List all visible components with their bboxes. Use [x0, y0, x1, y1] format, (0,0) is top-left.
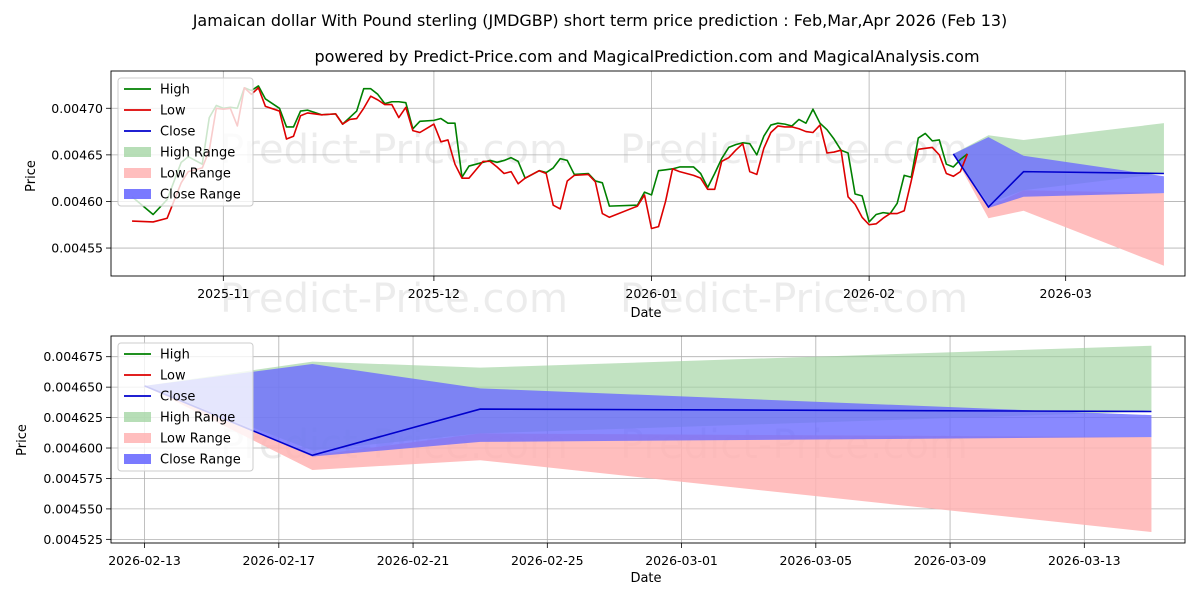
- x-tick-label: 2026-03-01: [645, 553, 718, 568]
- x-tick-label: 2026-03-13: [1048, 553, 1121, 568]
- legend-swatch: [124, 412, 151, 422]
- bottom-chart-panel: Predict-Price.com Predict-Price.com 2026…: [15, 335, 1186, 586]
- legend-box: [117, 342, 254, 472]
- high-series-line: [131, 85, 968, 223]
- legend-label: Close: [160, 125, 195, 140]
- x-tick-label: 2026-02: [843, 286, 895, 301]
- legend-label: Close Range: [160, 188, 241, 203]
- x-tick-label: 2026-03-09: [914, 553, 987, 568]
- x-tick-label: 2026-01: [625, 286, 677, 301]
- x-tick-label: 2026-02-21: [377, 553, 450, 568]
- low-range-band: [953, 153, 1164, 266]
- x-tick-label: 2025-11: [197, 286, 249, 301]
- bottom-axes-frame: [110, 335, 1186, 544]
- y-tick-label: 0.00470: [51, 101, 103, 116]
- x-tick-label: 2026-02-13: [108, 553, 181, 568]
- legend-label: Low: [160, 369, 186, 384]
- legend-swatch: [124, 147, 151, 157]
- y-tick-label: 0.004550: [43, 501, 103, 516]
- legend-swatch: [124, 454, 151, 464]
- legend-label: High Range: [160, 146, 235, 161]
- legend-label: High: [160, 348, 190, 363]
- y-tick-label: 0.004625: [43, 410, 103, 425]
- y-tick-label: 0.004650: [43, 380, 103, 395]
- top-plot-area: 2025-11 2025-12 2026-01 2026-02 2026-03 0.004…: [51, 70, 1186, 301]
- legend-label: High: [160, 83, 190, 98]
- bottom-x-axis-label: Date: [630, 571, 661, 586]
- top-x-axis-label: Date: [630, 306, 661, 321]
- y-tick-label: 0.00460: [51, 194, 103, 209]
- y-tick-label: 0.004525: [43, 532, 103, 547]
- legend-label: Low Range: [160, 167, 231, 182]
- legend-label: Close: [160, 390, 195, 405]
- chart-title: Jamaican dollar With Pound sterling (JMD…: [192, 11, 1008, 30]
- chart-subtitle: powered by Predict-Price.com and Magical…: [314, 47, 979, 66]
- x-tick-label: 2026-03: [1040, 286, 1092, 301]
- y-tick-label: 0.004675: [43, 349, 103, 364]
- top-axes-frame: [110, 70, 1186, 277]
- x-tick-label: 2026-02-25: [511, 553, 584, 568]
- close-series-line: [952, 153, 1164, 209]
- x-tick-label: 2025-12: [408, 286, 460, 301]
- low-range-band: [144, 385, 1152, 533]
- legend-label: Low Range: [160, 432, 231, 447]
- legend-label: Close Range: [160, 453, 241, 468]
- bottom-legend: High Low Close High Range Low Range Close Ran…: [117, 342, 254, 472]
- legend-label: High Range: [160, 411, 235, 426]
- legend-box: [117, 77, 254, 207]
- y-tick-label: 0.004600: [43, 441, 103, 456]
- y-tick-label: 0.004575: [43, 471, 103, 486]
- x-tick-label: 2026-03-05: [779, 553, 852, 568]
- legend-label: Low: [160, 104, 186, 119]
- top-legend: High Low Close High Range Low Range Close Ran…: [117, 77, 254, 207]
- bottom-y-axis-label: Price: [15, 424, 30, 456]
- watermark: Predict-Price.com: [220, 276, 568, 322]
- top-chart-panel: Predict-Price.com Predict-Price.com Pred…: [24, 70, 1186, 322]
- y-tick-label: 0.00455: [51, 241, 103, 256]
- watermark: Predict-Price.com: [620, 276, 968, 322]
- bottom-plot-area: 2026-02-13 2026-02-17 2026-02-21 2026-02-25…: [43, 335, 1186, 568]
- x-tick-label: 2026-02-17: [242, 553, 315, 568]
- legend-swatch: [124, 433, 151, 443]
- top-y-axis-label: Price: [24, 160, 39, 192]
- low-series-line: [132, 86, 969, 230]
- watermark: Predict-Price.com: [620, 127, 968, 173]
- legend-swatch: [124, 189, 151, 199]
- legend-swatch: [124, 168, 151, 178]
- y-tick-label: 0.00465: [51, 147, 103, 162]
- watermark: Predict-Price.com: [220, 127, 568, 173]
